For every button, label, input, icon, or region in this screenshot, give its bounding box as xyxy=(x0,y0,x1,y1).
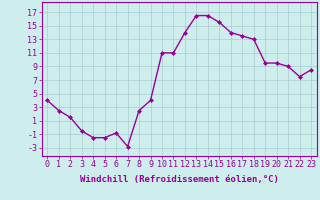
X-axis label: Windchill (Refroidissement éolien,°C): Windchill (Refroidissement éolien,°C) xyxy=(80,175,279,184)
